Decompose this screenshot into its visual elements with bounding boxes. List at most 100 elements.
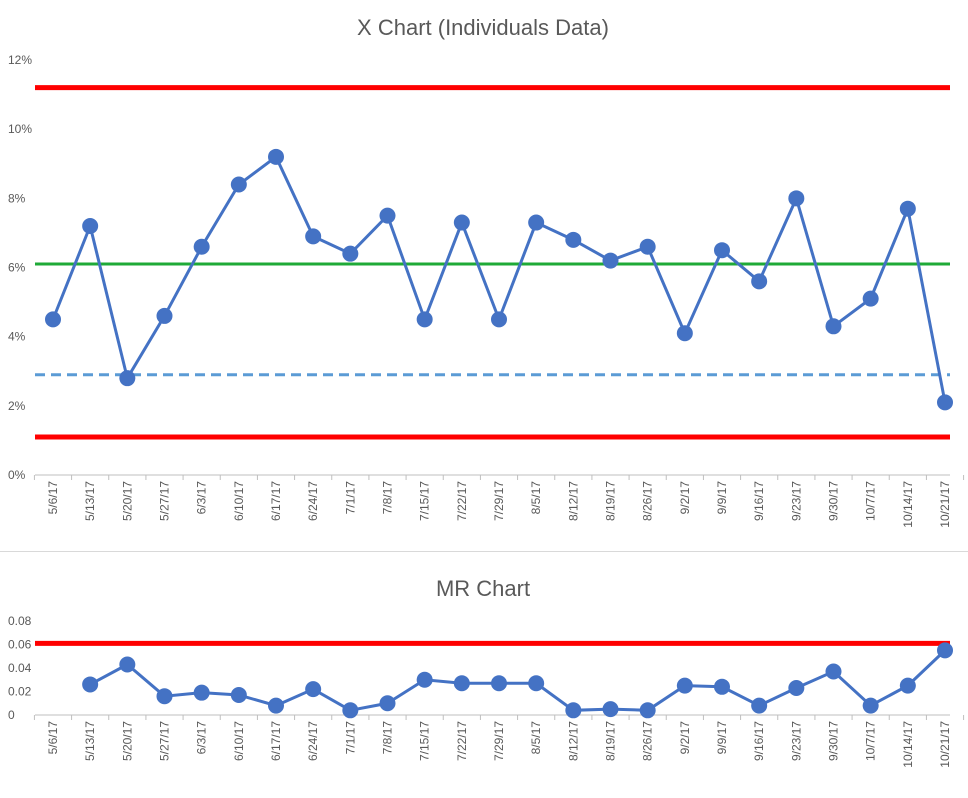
- x-xtick-label: 5/20/17: [120, 481, 134, 521]
- x-ytick-label: 10%: [8, 122, 32, 136]
- mr-xtick-label: 6/24/17: [306, 721, 320, 761]
- mr-data-point: [751, 697, 768, 714]
- mr-data-point: [788, 679, 805, 696]
- x-xtick-label: 5/13/17: [83, 481, 97, 521]
- x-xtick-label: 10/21/17: [938, 481, 952, 528]
- x-data-point: [230, 176, 247, 193]
- mr-xtick-label: 6/10/17: [232, 721, 246, 761]
- x-data-point: [305, 228, 322, 245]
- x-data-point: [268, 148, 284, 165]
- mr-xtick-label: 8/26/17: [641, 721, 655, 761]
- mr-data-point: [602, 701, 619, 718]
- mr-xtick-label: 9/30/17: [827, 721, 841, 761]
- mr-xtick-label: 10/7/17: [864, 721, 878, 761]
- mr-data-point: [491, 675, 507, 692]
- mr-xtick-label: 8/19/17: [604, 721, 618, 761]
- x-xtick-label: 8/19/17: [604, 481, 618, 521]
- x-xtick-label: 9/30/17: [827, 481, 841, 521]
- x-data-point: [899, 200, 916, 217]
- x-ytick-label: 0%: [8, 468, 26, 482]
- x-ytick-label: 8%: [8, 191, 26, 205]
- x-xtick-label: 6/17/17: [269, 481, 283, 521]
- x-xtick-label: 8/5/17: [529, 481, 543, 515]
- mr-data-point: [193, 684, 210, 701]
- x-series: [45, 148, 953, 411]
- mr-ytick-label: 0: [8, 708, 15, 722]
- x-xtick-label: 7/22/17: [455, 481, 469, 521]
- mr-xtick-label: 9/2/17: [678, 721, 692, 755]
- mr-series: [82, 642, 953, 719]
- mr-xtick-label: 7/15/17: [418, 721, 432, 761]
- mr-data-point: [82, 676, 99, 693]
- x-xtick-label: 9/9/17: [715, 481, 729, 515]
- x-xtick-label: 5/27/17: [158, 481, 172, 521]
- mr-xtick-label: 7/1/17: [343, 721, 357, 755]
- x-data-point: [342, 245, 359, 262]
- x-data-point: [714, 242, 730, 259]
- mr-data-point: [639, 702, 656, 719]
- x-ytick-label: 2%: [8, 399, 26, 413]
- x-y-axis: 0% 2% 4% 6% 8% 10% 12%: [8, 53, 32, 482]
- x-xtick-label: 7/8/17: [381, 481, 395, 515]
- mr-y-axis: 0 0.02 0.04 0.06 0.08: [8, 614, 32, 722]
- mr-data-point: [416, 671, 433, 688]
- mr-chart-title: MR Chart: [436, 576, 530, 601]
- x-data-point: [862, 290, 879, 307]
- x-data-point: [602, 252, 619, 269]
- mr-data-point: [453, 675, 470, 692]
- mr-data-point: [268, 697, 284, 714]
- x-reference-lines: [35, 85, 950, 440]
- mr-xtick-label: 10/21/17: [938, 721, 952, 768]
- x-data-point: [379, 207, 396, 224]
- mr-chart: MR Chart 0 0.02 0.04 0.06 0.08 5/6/17 5/13/17…: [8, 576, 965, 768]
- mr-xtick-label: 9/23/17: [789, 721, 803, 761]
- mr-data-point: [714, 678, 730, 695]
- mr-xtick-label: 9/9/17: [715, 721, 729, 755]
- mr-data-point: [937, 642, 953, 659]
- mr-xtick-label: 7/8/17: [381, 721, 395, 755]
- x-series-line: [51, 154, 947, 403]
- x-data-point: [491, 311, 507, 328]
- mr-xtick-label: 8/5/17: [529, 721, 543, 755]
- x-chart: X Chart (Individuals Data) 0% 2% 4% 6% 8% 10%…: [8, 15, 965, 528]
- x-data-point: [751, 273, 768, 290]
- x-xtick-label: 9/23/17: [789, 481, 803, 521]
- x-xtick-label: 9/16/17: [752, 481, 766, 521]
- x-xtick-label: 6/10/17: [232, 481, 246, 521]
- mr-xtick-label: 7/22/17: [455, 721, 469, 761]
- mr-xtick-label: 7/29/17: [492, 721, 506, 761]
- x-data-point: [528, 214, 545, 231]
- x-xtick-label: 8/12/17: [566, 481, 580, 521]
- x-data-point: [937, 394, 953, 411]
- x-x-axis: 5/6/17 5/13/17 5/20/17 5/27/17 6/3/17 6/10/17…: [33, 474, 965, 528]
- mr-data-point: [305, 681, 322, 698]
- x-data-point: [825, 318, 842, 335]
- mr-ytick-label: 0.08: [8, 614, 32, 628]
- mr-series-line: [89, 649, 947, 712]
- mr-ytick-label: 0.02: [8, 685, 32, 699]
- mr-data-point: [379, 695, 396, 712]
- mr-xtick-label: 5/20/17: [120, 721, 134, 761]
- mr-data-point: [342, 702, 359, 719]
- mr-xtick-label: 9/16/17: [752, 721, 766, 761]
- mr-ytick-label: 0.06: [8, 638, 32, 652]
- mr-data-point: [565, 702, 582, 719]
- mr-xtick-label: 6/17/17: [269, 721, 283, 761]
- x-data-point: [788, 190, 805, 207]
- x-data-point: [676, 325, 693, 342]
- mr-xtick-label: 5/6/17: [46, 721, 60, 755]
- mr-data-point: [825, 663, 842, 680]
- x-data-point: [119, 370, 136, 387]
- x-ytick-label: 12%: [8, 53, 32, 67]
- x-xtick-label: 7/15/17: [418, 481, 432, 521]
- x-xtick-label: 7/1/17: [343, 481, 357, 515]
- mr-data-point: [528, 675, 545, 692]
- x-data-point: [639, 238, 656, 255]
- x-data-point: [45, 311, 61, 328]
- mr-data-point: [676, 677, 693, 694]
- mr-xtick-label: 6/3/17: [195, 721, 209, 755]
- x-xtick-label: 5/6/17: [46, 481, 60, 515]
- x-data-point: [82, 218, 99, 234]
- x-xtick-label: 6/3/17: [195, 481, 209, 515]
- x-data-point: [193, 238, 210, 255]
